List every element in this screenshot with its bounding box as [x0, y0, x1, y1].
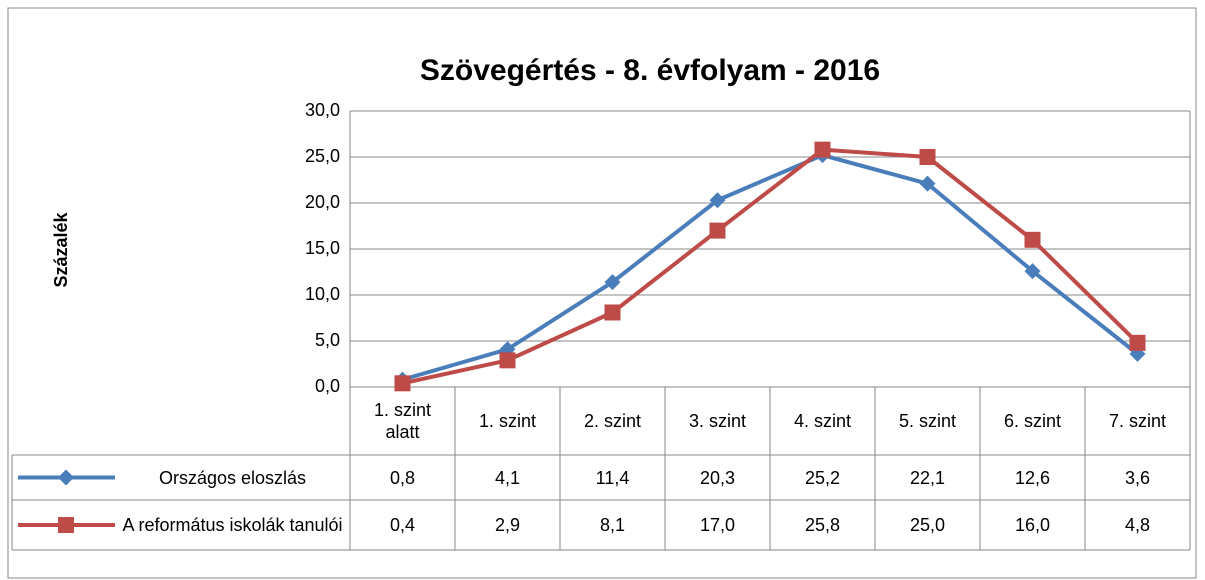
category-label: 7. szint [1108, 411, 1167, 431]
category-label: 6. szint [1003, 411, 1062, 431]
y-tick-label: 0,0 [315, 376, 340, 396]
category-label: 5. szint [898, 411, 957, 431]
table-value: 0,4 [389, 515, 416, 535]
table-value: 25,8 [804, 515, 841, 535]
table-value: 16,0 [1014, 515, 1051, 535]
y-tick-label: 5,0 [315, 330, 340, 350]
data-point [919, 149, 936, 165]
table-value: 11,4 [595, 467, 630, 488]
data-point [919, 175, 936, 192]
table-value: 20,3 [699, 467, 736, 488]
data-point [709, 192, 726, 209]
data-point [1024, 231, 1041, 248]
data-point [394, 375, 411, 392]
legend-label: Országos eloszlás [158, 467, 307, 488]
series-line [401, 153, 1139, 382]
legend-label: A református iskolák tanulói [122, 515, 343, 535]
y-axis-label: Százalék [51, 211, 71, 287]
chart-border [7, 7, 1197, 579]
table-value: 3,6 [1124, 467, 1151, 488]
data-point [1024, 263, 1041, 280]
category-label: 2. szint [583, 411, 642, 431]
y-tick-label: 25,0 [305, 146, 340, 166]
series-line [402, 147, 1139, 386]
table-value: 25,0 [909, 515, 946, 535]
table-value: 2,9 [494, 515, 521, 535]
category-label: 1. szint [478, 411, 537, 431]
data-point [814, 141, 831, 158]
table-value: 8,1 [599, 515, 626, 535]
y-tick-label: 30,0 [305, 100, 340, 120]
legend-marker [58, 517, 74, 533]
table-value: 0,8 [389, 467, 416, 488]
data-point [1129, 334, 1146, 351]
data-point [604, 274, 621, 291]
y-tick-label: 10,0 [305, 284, 340, 304]
table-value: 12,6 [1014, 467, 1051, 488]
table-value: 22,1 [909, 467, 946, 488]
category-label: 3. szint [688, 411, 747, 431]
data-point [604, 304, 621, 321]
table-value: 25,2 [804, 467, 841, 488]
table-value: 4,1 [494, 467, 521, 488]
data-point [709, 222, 726, 239]
chart-title: Szövegértés - 8. évfolyam - 2016 [420, 54, 880, 87]
category-label: 1. szint alatt [373, 400, 432, 442]
legend-marker [58, 469, 74, 486]
table-value: 17,0 [699, 515, 736, 535]
table-value: 4,8 [1124, 515, 1151, 535]
y-tick-label: 15,0 [305, 238, 340, 258]
data-point [499, 352, 516, 369]
y-tick-label: 20,0 [305, 192, 340, 212]
category-label: 4. szint [793, 411, 852, 431]
